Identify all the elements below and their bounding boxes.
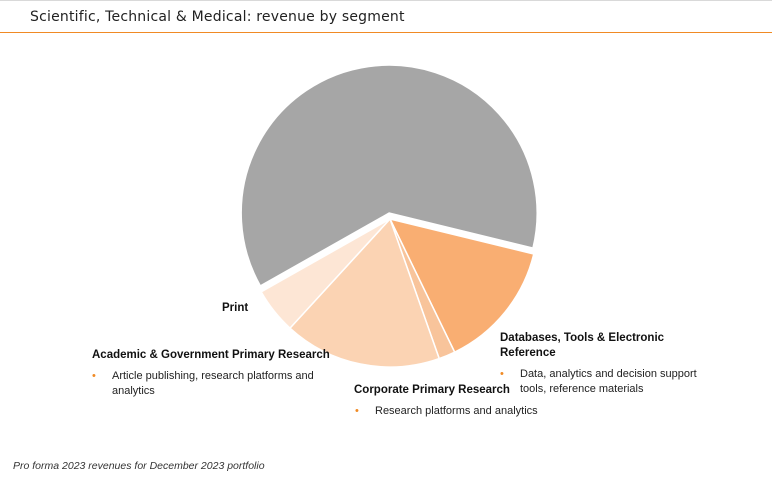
pie-slice-academic-government-primary-research — [288, 217, 441, 368]
title-bar: Scientific, Technical & Medical: revenue… — [0, 1, 772, 33]
bullet-dot: • — [355, 405, 359, 417]
pie-slice-print — [260, 218, 391, 330]
top-rule — [0, 0, 772, 1]
label-print: Print — [222, 302, 249, 314]
pie-slice-databases-tools-electronic-reference — [388, 217, 535, 354]
footnote: Pro forma 2023 revenues for December 202… — [13, 460, 265, 472]
bullet-academic-text: Article publishing, research platforms a… — [112, 370, 314, 397]
bullet-databases-text: Data, analytics and decision support too… — [520, 368, 697, 395]
bullet-dot: • — [500, 368, 504, 380]
label-corporate: Corporate Primary Research — [354, 384, 510, 396]
bullet-databases: • Data, analytics and decision support t… — [500, 367, 700, 397]
label-academic: Academic & Government Primary Research — [92, 349, 330, 361]
page-title: Scientific, Technical & Medical: revenue… — [30, 9, 405, 25]
bullet-academic: • Article publishing, research platforms… — [92, 369, 317, 399]
bullet-corporate: • Research platforms and analytics — [355, 404, 565, 419]
label-databases: Databases, Tools & Electronic Reference — [500, 332, 665, 359]
bullet-dot: • — [92, 370, 96, 382]
bullet-corporate-text: Research platforms and analytics — [375, 405, 538, 417]
pie-slice-other — [240, 64, 538, 287]
